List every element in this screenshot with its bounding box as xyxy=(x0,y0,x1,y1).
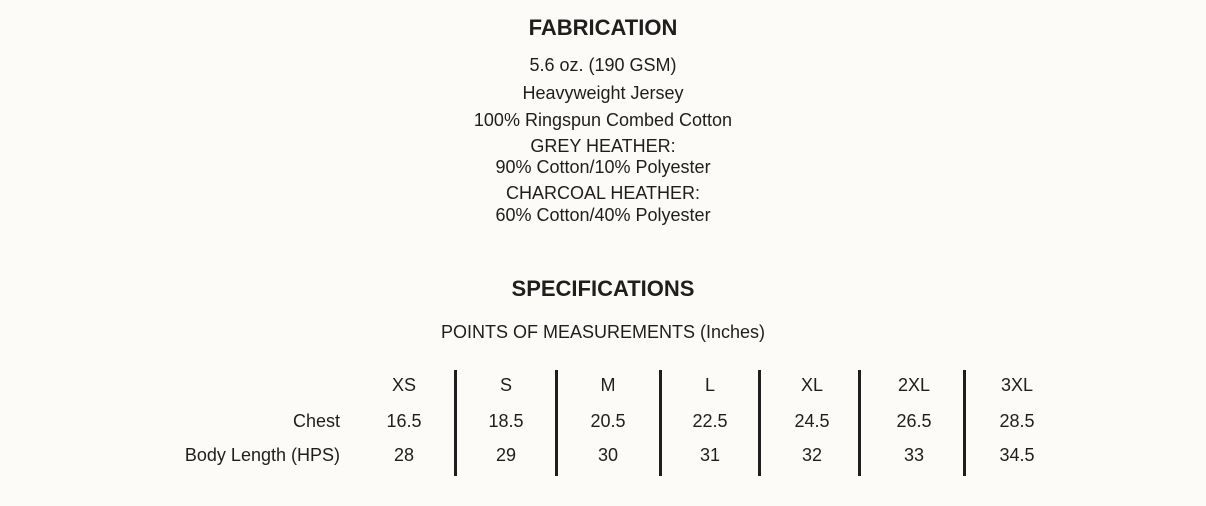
column-divider xyxy=(454,370,457,476)
fabrication-line: Heavyweight Jersey xyxy=(522,83,684,103)
measurement-cell: 30 xyxy=(597,445,619,465)
size-header: S xyxy=(499,375,512,395)
measurement-cell: 22.5 xyxy=(692,411,728,431)
column-divider xyxy=(659,370,662,476)
measurement-cell: 31 xyxy=(699,445,721,465)
fabrication-line: 60% Cotton/40% Polyester xyxy=(495,205,711,225)
measurement-cell: 33 xyxy=(903,445,925,465)
measurement-cell: 26.5 xyxy=(896,411,932,431)
size-header: XS xyxy=(391,375,416,395)
measurement-cell: 20.5 xyxy=(590,411,626,431)
column-divider xyxy=(555,370,558,476)
column-divider xyxy=(758,370,761,476)
measurement-cell: 18.5 xyxy=(488,411,524,431)
row-label: Body Length (HPS) xyxy=(184,445,340,465)
specifications-title: SPECIFICATIONS xyxy=(511,276,695,301)
size-header: 3XL xyxy=(1000,375,1034,395)
size-header: 2XL xyxy=(897,375,931,395)
fabrication-line: 100% Ringspun Combed Cotton xyxy=(473,110,733,130)
fabrication-line: CHARCOAL HEATHER: xyxy=(505,183,701,203)
measurement-cell: 29 xyxy=(495,445,517,465)
size-header: L xyxy=(704,375,715,395)
measurement-cell: 28 xyxy=(393,445,415,465)
measurement-cell: 16.5 xyxy=(386,411,422,431)
measurement-cell: 28.5 xyxy=(999,411,1035,431)
column-divider xyxy=(858,370,861,476)
fabrication-title: FABRICATION xyxy=(528,15,678,40)
fabrication-line: 90% Cotton/10% Polyester xyxy=(495,157,711,177)
size-header: XL xyxy=(800,375,824,395)
fabrication-line: 5.6 oz. (190 GSM) xyxy=(529,55,677,75)
measurement-cell: 34.5 xyxy=(999,445,1035,465)
specifications-subtitle: POINTS OF MEASUREMENTS (Inches) xyxy=(440,322,766,342)
size-header: M xyxy=(600,375,616,395)
column-divider xyxy=(963,370,966,476)
fabrication-line: GREY HEATHER: xyxy=(530,136,676,156)
measurement-cell: 24.5 xyxy=(794,411,830,431)
row-label: Chest xyxy=(292,411,340,431)
measurement-cell: 32 xyxy=(801,445,823,465)
